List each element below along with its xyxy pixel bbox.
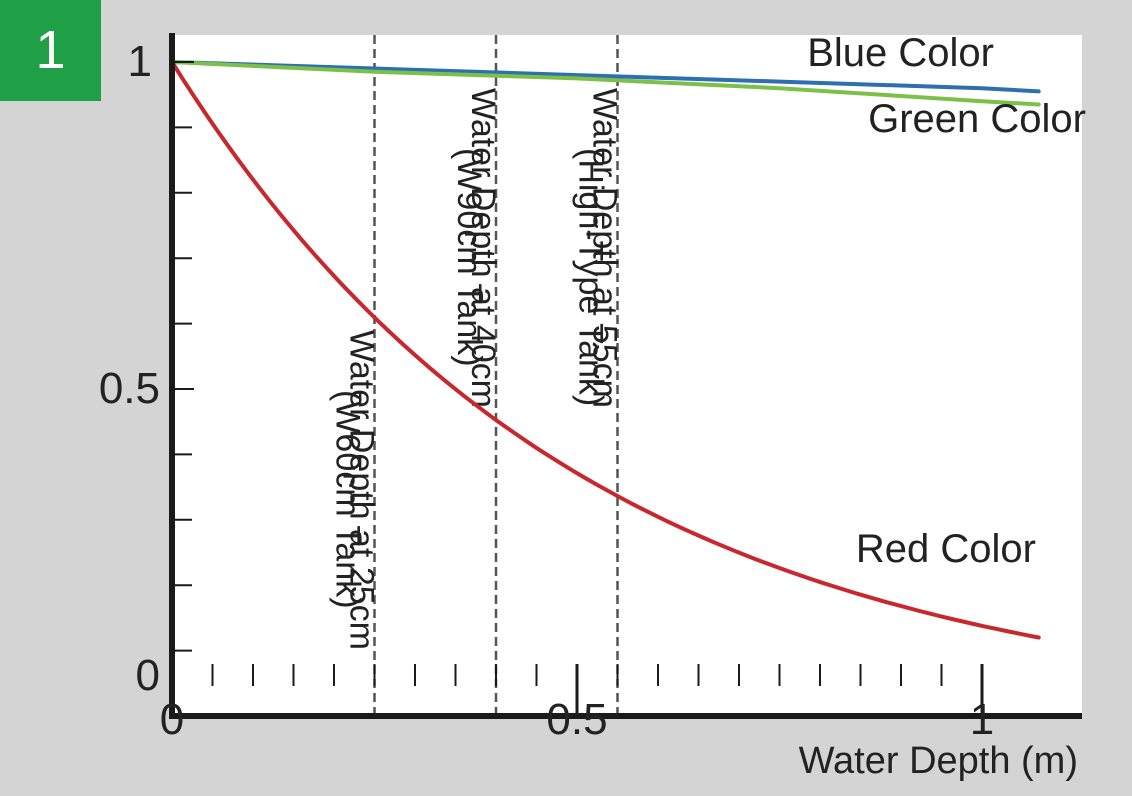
y-tick-label: 1 <box>128 37 152 86</box>
annotation-label-2: Water Depth at 40cm <box>464 88 502 408</box>
annotation-sublabel-2: (W90cm Tank) <box>450 148 488 367</box>
annotation-sublabel-1: (W60cm Tank) <box>329 390 367 609</box>
series-labels-layer: Blue Color Green Color Red Color <box>807 31 1086 571</box>
x-axis-label: Water Depth (m) <box>799 740 1078 782</box>
series-label-blue-color: Blue Color <box>807 31 994 75</box>
x-tick-label: 0 <box>160 695 184 744</box>
annotation-sublabel-3: (High-Type Tank) <box>572 148 610 406</box>
y-tick-label: 0 <box>136 651 160 700</box>
series-line-blue-color <box>170 60 1041 94</box>
series-label-green-color: Green Color <box>868 97 1086 141</box>
figure-number-badge: 1 <box>0 0 101 101</box>
x-tick-label: 1 <box>970 695 994 744</box>
annotations-layer: Water Depth at 25cm(W60cm Tank) Water Dep… <box>329 35 624 716</box>
annotation-label-1: Water Depth at 25cm <box>343 330 381 650</box>
annotation-label-3: Water Depth at 55cm <box>586 88 624 408</box>
series-line-red-color <box>170 60 1041 640</box>
y-tick-label: 0.5 <box>99 364 160 413</box>
plot-area <box>170 35 1082 716</box>
x-tick-label: 0.5 <box>546 695 607 744</box>
series-layer <box>170 60 1041 640</box>
series-label-red-color: Red Color <box>856 527 1036 571</box>
series-line-green-color <box>170 60 1041 107</box>
